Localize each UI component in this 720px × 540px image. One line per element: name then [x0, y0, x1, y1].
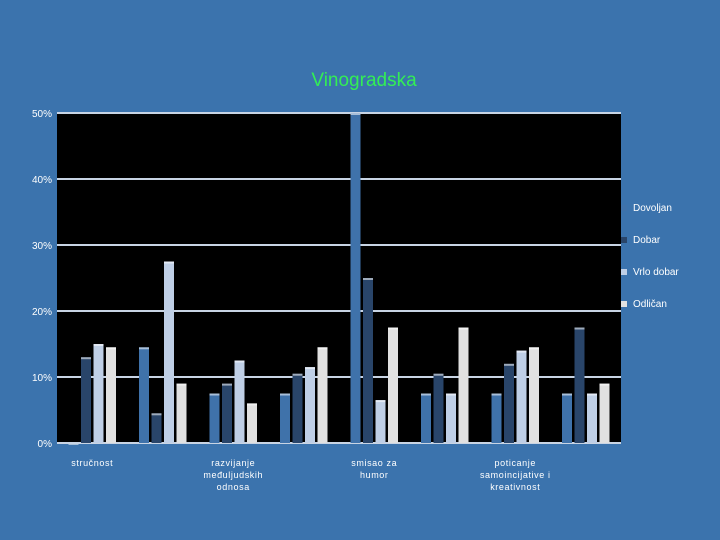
- bar-top-highlight: [574, 327, 585, 330]
- bar: [317, 347, 328, 443]
- bar: [388, 327, 398, 443]
- legend-swatch: [621, 301, 627, 307]
- bar: [209, 393, 220, 443]
- bar-top-highlight: [292, 373, 303, 376]
- bar: [446, 393, 456, 443]
- y-tick-label: 10%: [32, 373, 52, 384]
- x-axis-categories: stručnost razvijanje međuljudskih odnosa smi…: [71, 458, 550, 492]
- bar-top-highlight: [81, 357, 91, 360]
- bar-top-highlight: [247, 403, 257, 406]
- bar-top-highlight: [587, 393, 597, 396]
- legend-swatch: [621, 237, 627, 243]
- bar: [280, 393, 290, 443]
- y-tick-label: 30%: [32, 241, 52, 252]
- x-category-label: smisao za humor: [351, 458, 397, 480]
- bar-top-highlight: [599, 383, 610, 386]
- bar-top-highlight: [388, 327, 398, 330]
- bar: [139, 347, 149, 443]
- bar-top-highlight: [176, 383, 187, 386]
- bar: [421, 393, 431, 443]
- bar: [305, 367, 315, 443]
- bar-top-highlight: [375, 400, 386, 403]
- y-tick-label: 20%: [32, 307, 52, 318]
- bar: [529, 347, 539, 443]
- bar: [350, 113, 361, 443]
- bar: [222, 383, 232, 443]
- legend-item: Dobar: [621, 232, 660, 248]
- plot-area: [57, 113, 621, 443]
- bar-top-highlight: [305, 367, 315, 370]
- bar: [176, 383, 187, 443]
- legend-item: Dovoljan: [621, 200, 672, 216]
- bar-top-highlight: [562, 393, 572, 396]
- bar: [574, 327, 585, 443]
- bar-top-highlight: [222, 383, 232, 386]
- legend-label: Dovoljan: [633, 202, 672, 214]
- bar: [292, 373, 303, 443]
- chart-title: Vinogradska: [311, 70, 417, 91]
- legend-item: Odličan: [621, 296, 667, 312]
- bar-top-highlight: [280, 393, 290, 396]
- bar: [599, 383, 610, 443]
- bar: [234, 360, 245, 443]
- bars: [68, 113, 610, 445]
- bar: [516, 350, 527, 443]
- bar-top-highlight: [93, 344, 104, 346]
- bar: [562, 393, 572, 443]
- bar: [363, 278, 373, 443]
- bar-top-highlight: [317, 347, 328, 350]
- bar-top-highlight: [139, 347, 149, 350]
- bar: [151, 413, 162, 443]
- bar: [247, 403, 257, 443]
- legend-swatch: [621, 269, 627, 275]
- y-tick-label: 0%: [38, 439, 53, 450]
- legend-label: Dobar: [633, 234, 661, 246]
- bar: [504, 363, 514, 443]
- bar-top-highlight: [164, 261, 174, 264]
- legend-label: Odličan: [633, 298, 667, 310]
- bar-top-highlight: [529, 347, 539, 350]
- bar: [433, 373, 444, 443]
- bar-top-highlight: [106, 347, 116, 350]
- bar-top-highlight: [363, 278, 373, 280]
- bar: [164, 261, 174, 443]
- bar-top-highlight: [516, 350, 527, 353]
- bar-top-highlight: [446, 393, 456, 396]
- bar-top-highlight: [151, 413, 162, 416]
- bar-top-highlight: [350, 113, 361, 115]
- bar-top-highlight: [458, 327, 469, 330]
- bar: [106, 347, 116, 443]
- legend-label: Vrlo dobar: [633, 266, 679, 278]
- x-category-label: poticanje samoincijative i kreativnost: [480, 458, 551, 492]
- bar: [587, 393, 597, 443]
- y-tick-label: 40%: [32, 175, 52, 186]
- y-axis-ticks: 0% 10% 20% 30% 40% 50%: [32, 109, 52, 450]
- bar: [93, 344, 104, 443]
- bar-top-highlight: [68, 443, 79, 445]
- bar: [375, 400, 386, 443]
- y-tick-label: 50%: [32, 109, 52, 120]
- bar: [458, 327, 469, 443]
- legend-item: Vrlo dobar: [621, 264, 679, 280]
- x-category-label: razvijanje međuljudskih odnosa: [203, 458, 263, 492]
- bar-top-highlight: [421, 393, 431, 396]
- grid-lines: [57, 112, 621, 444]
- bar-top-highlight: [504, 363, 514, 366]
- bar-top-highlight: [433, 373, 444, 376]
- bar-top-highlight: [234, 360, 245, 363]
- legend-swatch: [621, 205, 627, 211]
- bar: [81, 357, 91, 443]
- bar-top-highlight: [209, 393, 220, 396]
- bar: [491, 393, 502, 443]
- bar-top-highlight: [491, 393, 502, 396]
- x-category-label: stručnost: [71, 458, 113, 468]
